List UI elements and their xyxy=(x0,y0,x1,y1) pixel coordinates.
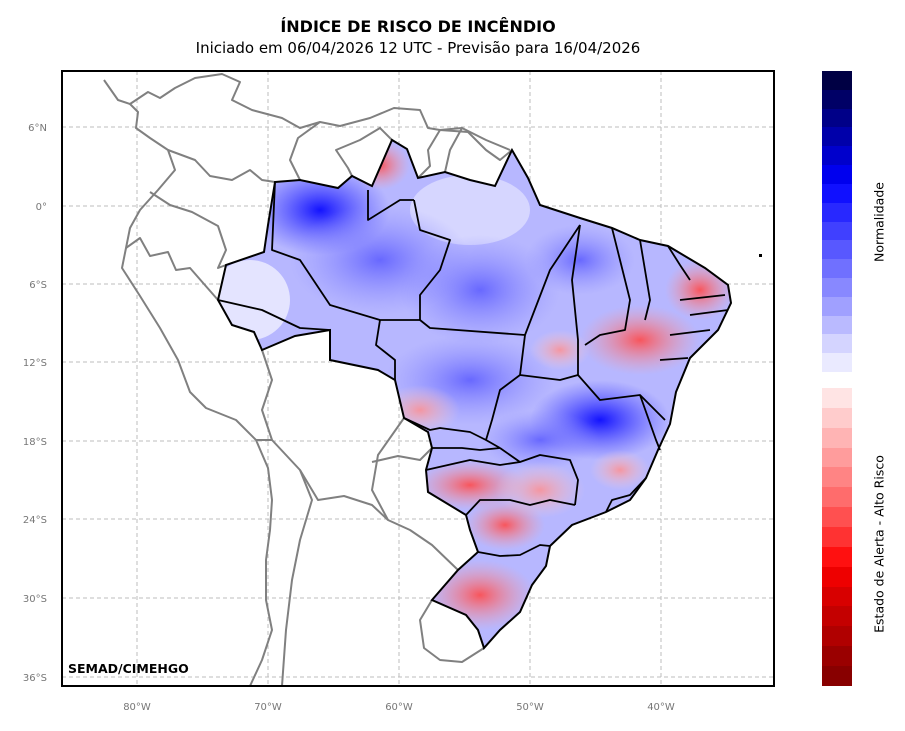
colorbar-swatch xyxy=(822,487,852,508)
colorbar-swatch xyxy=(822,71,852,90)
lat-tick-label: 6°N xyxy=(28,123,47,134)
colorbar-swatch xyxy=(822,165,852,184)
colorbar-swatch xyxy=(822,388,852,408)
marker-dot xyxy=(759,254,762,257)
state-borders xyxy=(217,181,729,557)
colorbar-swatch xyxy=(822,315,852,335)
lon-tick-label: 70°W xyxy=(254,702,282,713)
colorbar-swatch xyxy=(822,427,852,448)
colorbar-alert xyxy=(822,388,852,686)
colorbar-swatch xyxy=(822,546,852,567)
colorbar-swatch xyxy=(822,527,852,547)
colorbar-swatch xyxy=(822,277,852,297)
colorbar-swatch xyxy=(822,259,852,278)
map-frame xyxy=(61,70,775,687)
colorbar-swatch xyxy=(822,108,852,128)
lat-tick-label: 24°S xyxy=(23,515,47,526)
colorbar-swatch xyxy=(822,566,852,587)
colorbar-swatch xyxy=(822,296,852,316)
colorbar-swatch xyxy=(822,467,852,488)
fire-risk-field xyxy=(218,140,731,648)
colorbar-swatch xyxy=(822,183,852,203)
colorbar-swatch xyxy=(822,586,852,607)
longitude-labels: 80°W 70°W 60°W 50°W 40°W xyxy=(123,702,675,713)
colorbar-swatch xyxy=(822,353,852,372)
colorbar-swatch xyxy=(822,334,852,354)
colorbar-swatch xyxy=(822,89,852,109)
colorbar-upper-label: Normalidade xyxy=(871,182,887,262)
colorbar-swatch xyxy=(822,447,852,468)
credit-text: SEMAD/CIMEHGO xyxy=(68,661,189,676)
colorbar-swatch xyxy=(822,127,852,147)
lat-tick-label: 6°S xyxy=(29,280,47,291)
colorbar-swatch xyxy=(822,606,852,627)
colorbar-swatch xyxy=(822,626,852,647)
lat-tick-label: 12°S xyxy=(23,358,47,369)
map-title: ÍNDICE DE RISCO DE INCÊNDIO xyxy=(280,17,556,36)
lat-tick-label: 30°S xyxy=(23,594,47,605)
colorbar-swatch xyxy=(822,507,852,528)
colorbar-swatch xyxy=(822,221,852,241)
colorbar-swatch xyxy=(822,646,852,667)
colorbar-lower-label: Estado de Alerta - Alto Risco xyxy=(871,455,887,633)
south-america-outline xyxy=(103,73,513,686)
lon-tick-label: 50°W xyxy=(516,702,544,713)
lat-tick-label: 18°S xyxy=(23,437,47,448)
colorbar-swatch xyxy=(822,202,852,222)
colorbar-swatch xyxy=(822,666,852,686)
colorbar-swatch xyxy=(822,407,852,428)
latitude-labels: 6°N 0° 6°S 12°S 18°S 24°S 30°S 36°S xyxy=(23,123,47,684)
colorbar-swatch xyxy=(822,240,852,260)
lon-tick-label: 40°W xyxy=(647,702,675,713)
lon-tick-label: 80°W xyxy=(123,702,151,713)
lon-tick-label: 60°W xyxy=(385,702,413,713)
map-subtitle: Iniciado em 06/04/2026 12 UTC - Previsão… xyxy=(195,39,641,57)
lat-tick-label: 0° xyxy=(36,202,47,213)
colorbar-normal xyxy=(822,71,852,372)
lat-tick-label: 36°S xyxy=(23,673,47,684)
colorbar-swatch xyxy=(822,146,852,166)
